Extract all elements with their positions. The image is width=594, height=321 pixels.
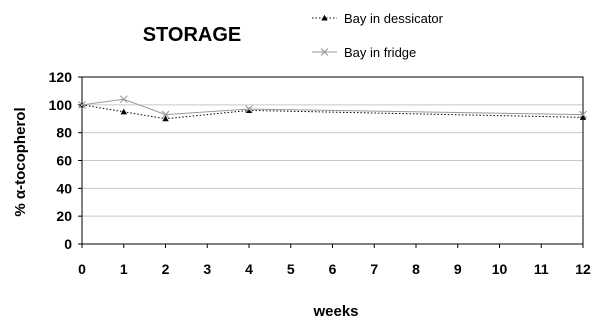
data-point bbox=[161, 110, 170, 119]
legend-label: Bay in dessicator bbox=[344, 11, 444, 26]
y-axis-ticks: 0 20 40 60 80 100 120 bbox=[49, 69, 82, 252]
x-tick-label: 3 bbox=[203, 261, 211, 277]
y-tick-label: 40 bbox=[56, 180, 72, 196]
x-tick-label: 0 bbox=[78, 261, 86, 277]
series-layer bbox=[78, 95, 587, 122]
y-tick-label: 100 bbox=[49, 97, 73, 113]
legend-label: Bay in fridge bbox=[344, 45, 416, 60]
y-tick-label: 20 bbox=[56, 208, 72, 224]
data-point bbox=[579, 110, 587, 119]
legend-marker bbox=[320, 48, 329, 56]
x-tick-label: 4 bbox=[245, 261, 253, 277]
chart-title: STORAGE bbox=[143, 24, 242, 46]
legend-marker bbox=[321, 14, 328, 21]
data-point bbox=[78, 100, 86, 109]
data-point bbox=[120, 108, 127, 115]
y-tick-label: 0 bbox=[64, 236, 72, 252]
x-tick-label: 5 bbox=[287, 261, 295, 277]
x-tick-label: 1 bbox=[120, 261, 128, 277]
legend: Bay in dessicator Bay in fridge bbox=[312, 11, 444, 60]
y-tick-label: 60 bbox=[56, 153, 72, 169]
x-tick-label: 9 bbox=[454, 261, 462, 277]
x-axis-ticks: 0 1 2 3 4 5 6 7 8 9 10 11 12 bbox=[78, 244, 591, 277]
x-tick-label: 11 bbox=[534, 261, 549, 277]
gridlines bbox=[82, 104, 583, 217]
y-tick-label: 120 bbox=[49, 69, 73, 85]
data-point bbox=[579, 114, 587, 120]
data-point bbox=[119, 95, 128, 104]
x-tick-label: 2 bbox=[162, 261, 170, 277]
x-tick-label: 6 bbox=[329, 261, 337, 277]
x-axis-label: weeks bbox=[312, 303, 358, 320]
x-tick-label: 12 bbox=[575, 261, 591, 277]
x-tick-label: 7 bbox=[370, 261, 378, 277]
data-point bbox=[162, 115, 169, 122]
y-axis-label: % α-tocopherol bbox=[12, 107, 29, 216]
x-tick-label: 10 bbox=[492, 261, 508, 277]
data-point bbox=[245, 105, 253, 113]
y-tick-label: 80 bbox=[56, 125, 72, 141]
data-point bbox=[245, 107, 253, 113]
x-tick-label: 8 bbox=[412, 261, 420, 277]
